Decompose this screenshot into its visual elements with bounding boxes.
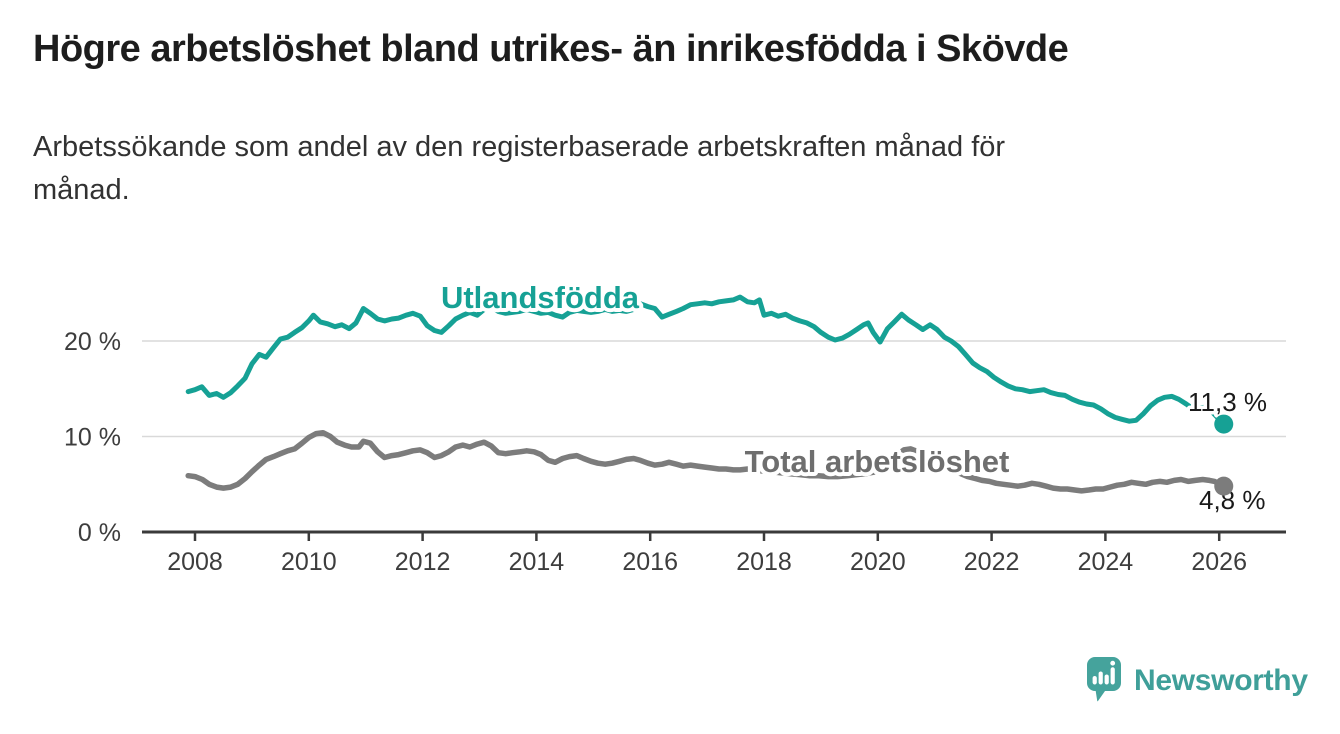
series-lines [185,294,1227,494]
chart-subtitle: Arbetssökande som andel av den registerb… [33,126,1005,212]
x-tick-label: 2014 [509,548,565,576]
newsworthy-logo-text: Newsworthy [1134,664,1308,697]
x-tick-label: 2010 [281,548,337,576]
end-value-labels: 11,3 %4,8 % [1185,384,1271,519]
exclamation-bar [1110,667,1115,685]
subtitle-line-1: Arbetssökande som andel av den registerb… [33,131,1006,163]
series-label: Utlandsfödda [441,280,640,315]
bar-chart-bar-3 [1104,674,1109,685]
series-line-total-arbetsl-shet [185,429,1227,494]
x-tick-label: 2012 [395,548,451,576]
x-tick-label: 2020 [850,548,906,576]
x-tick-label: 2008 [167,548,223,576]
x-axis-labels: 2008 2010 2012 2014 2016 2018 2020 2022 2024 2026 [167,548,1247,576]
bar-chart-bar-2 [1098,671,1103,685]
newsworthy-logo-icon [1087,657,1121,702]
end-dot [1214,414,1234,434]
end-value-label: 11,3 % [1188,387,1267,417]
y-tick-label: 20 % [64,328,121,356]
x-tick-label: 2026 [1191,548,1247,576]
newsworthy-logo: Newsworthy [1087,657,1308,703]
y-tick-label: 10 % [64,424,121,452]
subtitle-line-2: månad. [33,174,130,206]
x-tick-label: 2024 [1078,548,1134,576]
exclamation-dot [1110,660,1116,666]
x-tick-label: 2018 [736,548,792,576]
series-label: Total arbetslöshet [745,444,1010,479]
end-dot [1214,476,1234,496]
series-line-utlandsf-dda [185,294,1227,427]
x-tick-label: 2022 [964,548,1020,576]
page-title: Högre arbetslöshet bland utrikes- än inr… [33,28,1069,70]
gridlines [142,340,1286,438]
series-labels: Utlandsfödda Total arbetslöshet [437,276,1013,483]
bar-chart-bar-1 [1092,676,1097,685]
y-tick-label: 0 % [78,519,121,547]
end-dots [1214,414,1234,496]
x-axis [142,530,1286,541]
x-tick-label: 2016 [622,548,678,576]
speech-bubble-shape [1087,657,1121,702]
y-axis-labels: 20 % 10 % 0 % [64,328,121,547]
